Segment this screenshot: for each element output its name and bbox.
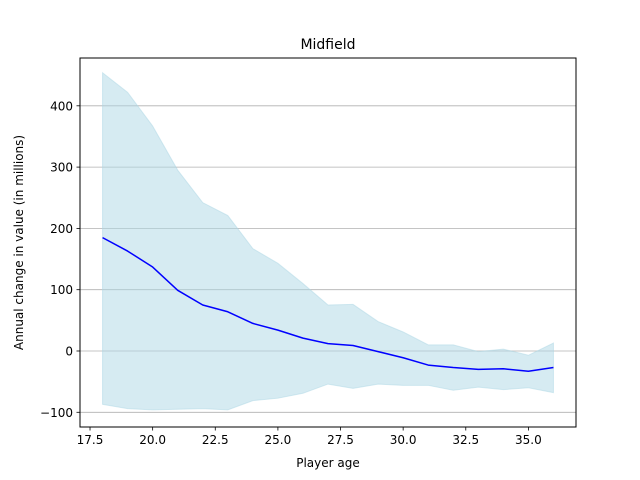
- y-tick-label-4: 300: [50, 161, 73, 175]
- y-tick-label-2: 100: [50, 283, 73, 297]
- confidence-band: [102, 71, 554, 411]
- x-tick-label-0: 17.5: [77, 433, 104, 447]
- chart-title: Midfield: [300, 37, 355, 53]
- mean-value-line: [102, 236, 554, 372]
- x-tick-label-4: 27.5: [327, 433, 354, 447]
- plot-area-frame: [79, 57, 577, 428]
- y-tick-label-5: 400: [50, 99, 73, 113]
- y-tick-label-0: −100: [40, 406, 73, 420]
- confidence-band-layer: [102, 71, 554, 411]
- x-tick-label-3: 25.0: [265, 433, 292, 447]
- x-tick-label-2: 22.5: [202, 433, 229, 447]
- x-axis: 17.5 20.0 22.5 25.0 27.5 30.0 32.5 35.0: [77, 427, 542, 447]
- y-tick-label-1: 0: [65, 344, 73, 358]
- x-tick-label-5: 30.0: [390, 433, 417, 447]
- x-tick-label-1: 20.0: [139, 433, 166, 447]
- line-series-layer: [102, 236, 554, 372]
- x-axis-title: Player age: [296, 456, 360, 470]
- y-axis-title: Annual change in value (in millions): [12, 135, 26, 350]
- y-axis: −100 0 100 200 300 400: [40, 99, 80, 420]
- x-tick-label-7: 35.0: [515, 433, 542, 447]
- y-tick-label-3: 200: [50, 222, 73, 236]
- x-tick-label-6: 32.5: [452, 433, 479, 447]
